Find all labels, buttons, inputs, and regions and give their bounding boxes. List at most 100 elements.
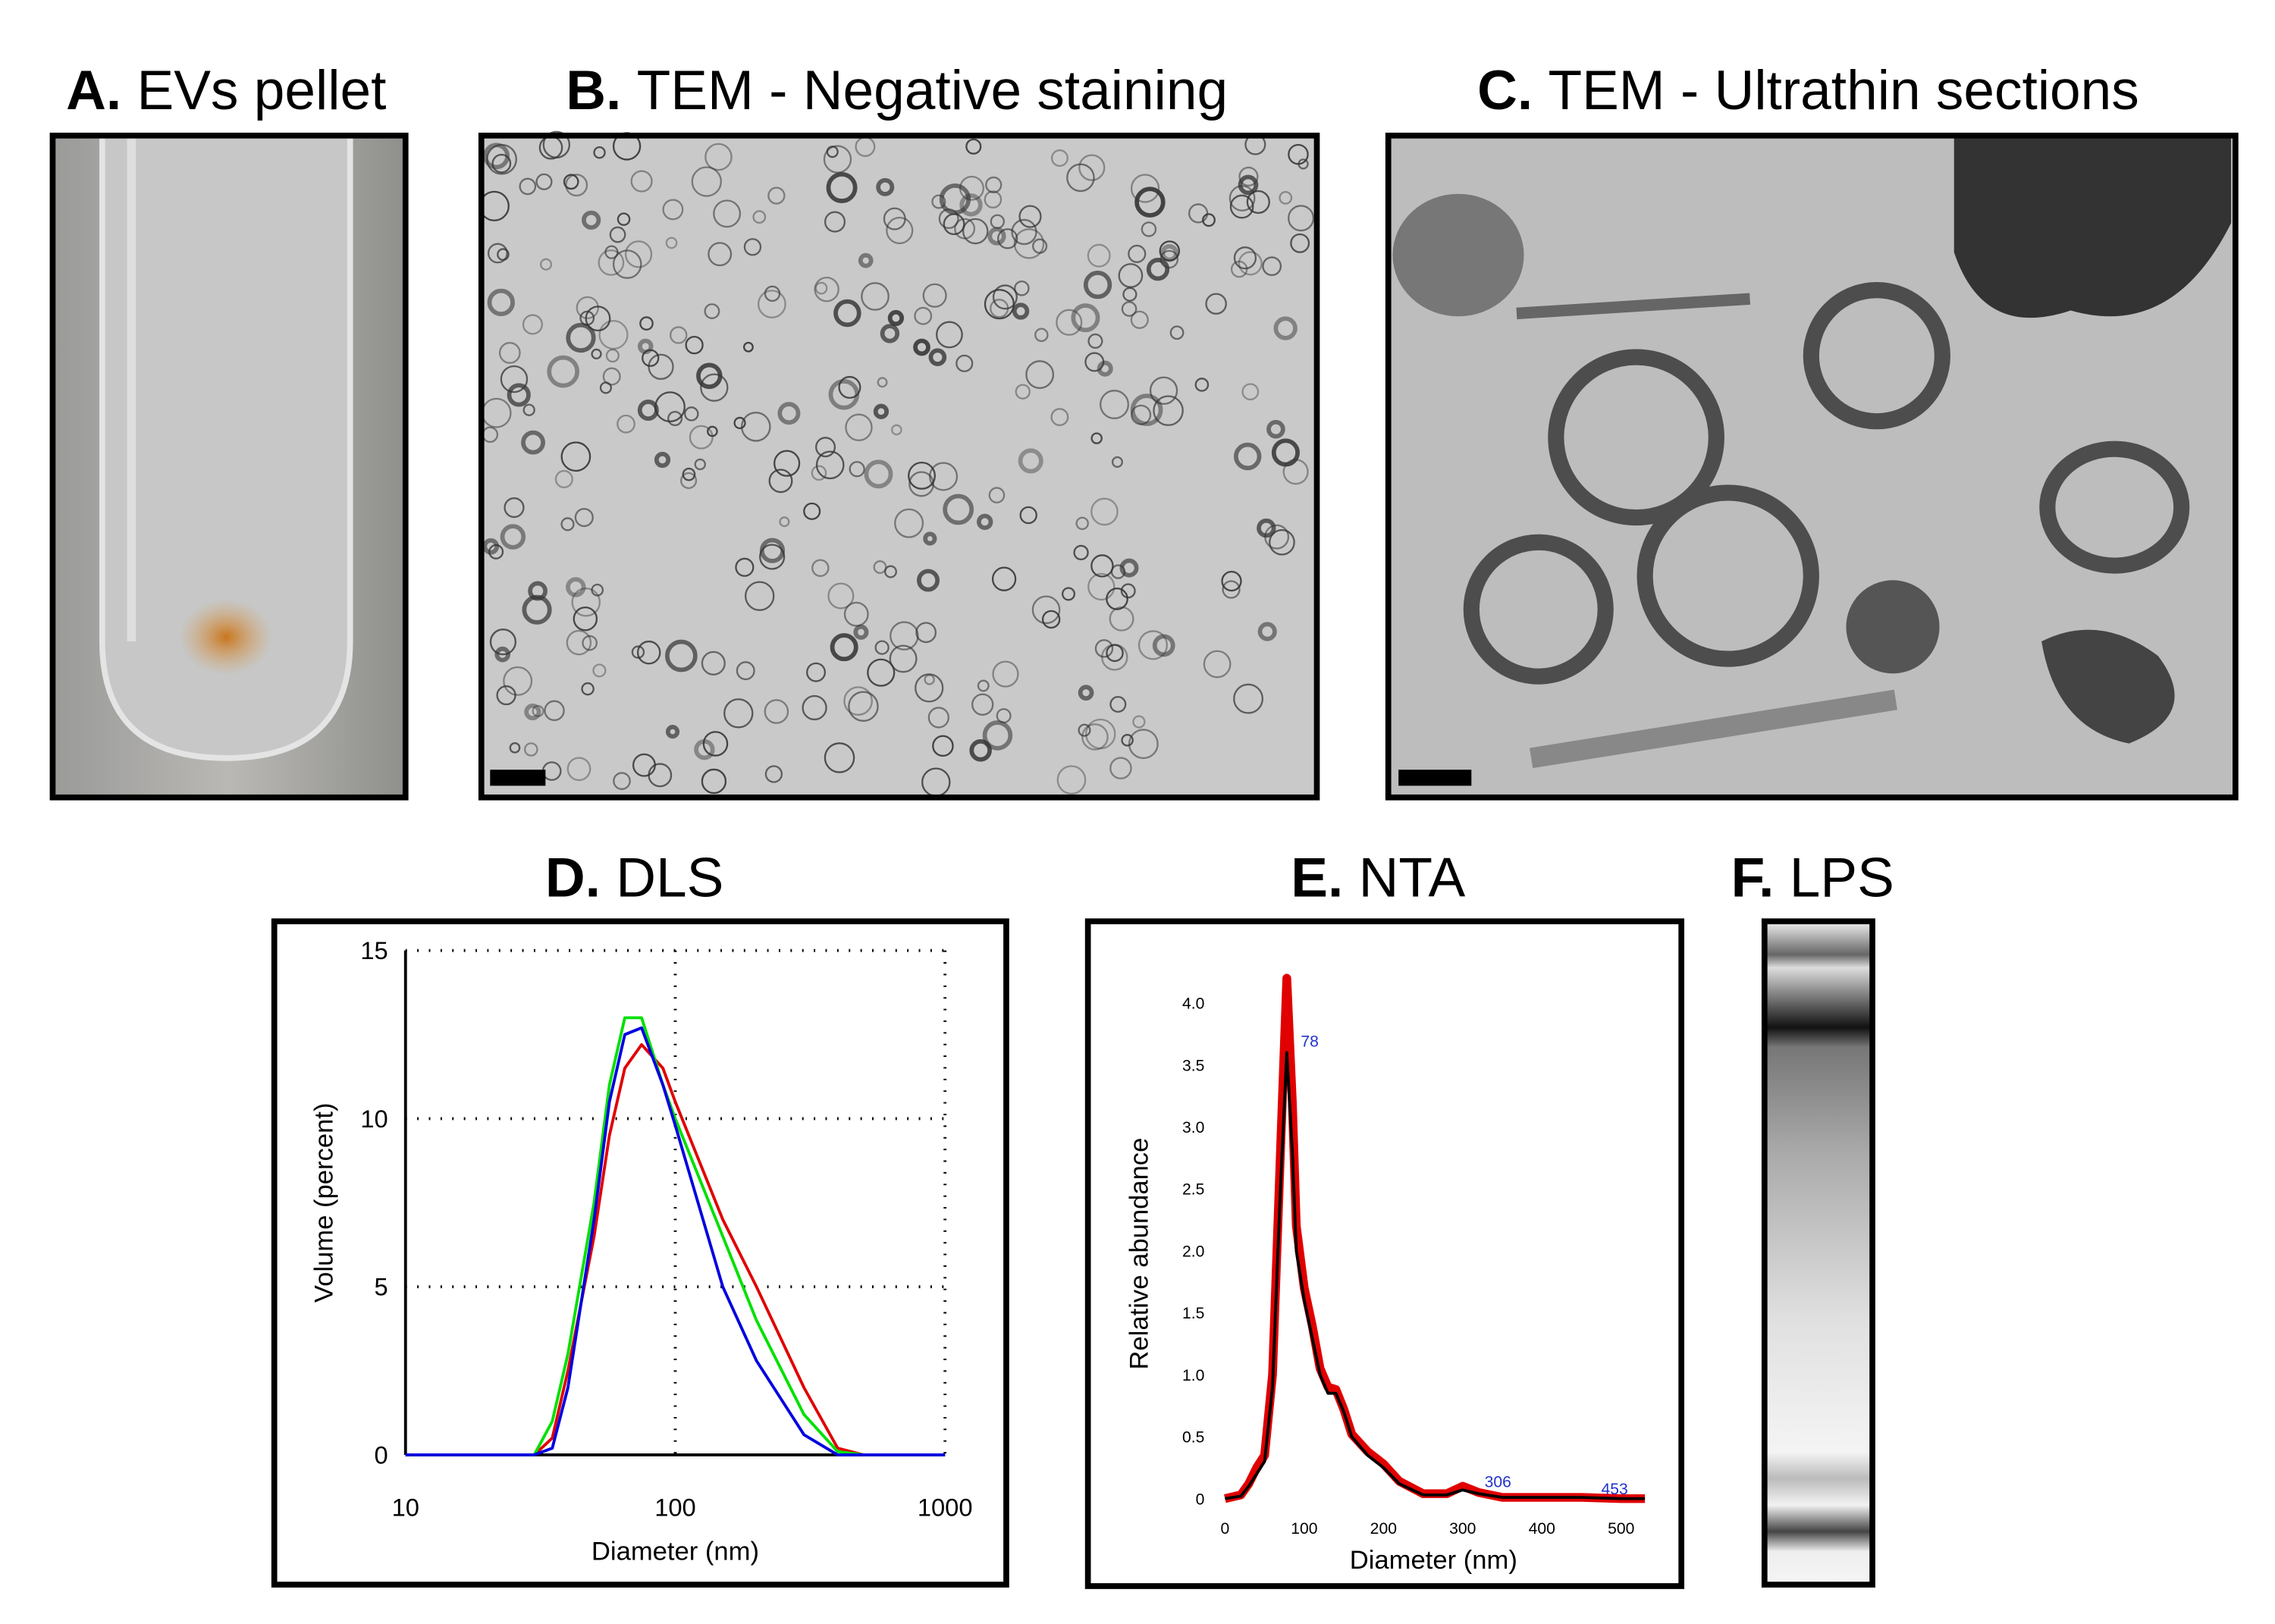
vesicle bbox=[1056, 309, 1083, 336]
vesicle bbox=[1238, 174, 1259, 196]
vesicle bbox=[932, 735, 954, 757]
vesicle bbox=[838, 375, 861, 399]
x-tick-label: 300 bbox=[1449, 1520, 1476, 1538]
y-tick-label: 0.5 bbox=[1182, 1429, 1204, 1447]
scale-bar bbox=[1398, 770, 1472, 786]
vesicle bbox=[617, 414, 635, 434]
vesicle bbox=[927, 707, 949, 729]
vesicle bbox=[1169, 325, 1185, 340]
vesicle bbox=[702, 731, 729, 757]
vesicle bbox=[1238, 251, 1263, 276]
vesicle bbox=[742, 341, 754, 353]
vesicle bbox=[1011, 218, 1037, 246]
vesicle bbox=[1078, 685, 1094, 701]
vesicle bbox=[535, 173, 553, 190]
vesicle bbox=[956, 354, 974, 372]
vesicle bbox=[1106, 644, 1124, 663]
y-tick-label: 1.5 bbox=[1182, 1305, 1204, 1322]
vesicle bbox=[959, 193, 983, 217]
vesicle bbox=[684, 406, 699, 422]
vesicle bbox=[864, 459, 893, 489]
vesicle bbox=[522, 314, 543, 335]
vesicle bbox=[815, 450, 845, 480]
vesicle bbox=[824, 211, 846, 233]
vesicle bbox=[984, 190, 1003, 208]
vesicle bbox=[689, 425, 714, 450]
vesicle bbox=[1262, 256, 1282, 277]
vesicle bbox=[486, 143, 517, 175]
vesicle bbox=[1050, 149, 1068, 168]
panel-name: TEM - Negative staining bbox=[637, 60, 1228, 121]
vesicle bbox=[522, 403, 535, 416]
vesicle bbox=[1032, 238, 1048, 254]
vesicle bbox=[1138, 630, 1169, 660]
panel-name: LPS bbox=[1790, 848, 1894, 909]
vesicle bbox=[482, 538, 500, 555]
vesicle bbox=[803, 502, 821, 520]
tube-photo bbox=[49, 132, 409, 801]
vesicle bbox=[873, 560, 887, 574]
vesicle bbox=[922, 283, 947, 308]
vesicle bbox=[544, 700, 565, 722]
vesicle bbox=[576, 296, 599, 319]
vesicle bbox=[824, 742, 855, 773]
vesicle bbox=[826, 171, 858, 203]
vesicle bbox=[814, 276, 839, 303]
vesicle bbox=[908, 461, 936, 490]
vesicle bbox=[1034, 328, 1049, 343]
vesicle bbox=[1078, 723, 1091, 737]
vesicle bbox=[743, 238, 762, 256]
vesicle bbox=[962, 218, 989, 245]
vesicle bbox=[1014, 280, 1030, 296]
vesicle bbox=[1087, 333, 1103, 349]
vesicle bbox=[827, 582, 855, 610]
vesicle bbox=[845, 413, 873, 441]
vesicle bbox=[713, 199, 742, 228]
panel-name: EVs pellet bbox=[136, 60, 386, 121]
vesicle bbox=[1257, 622, 1277, 641]
y-tick-label: 3.0 bbox=[1182, 1119, 1204, 1136]
vesicle bbox=[503, 666, 533, 696]
vesicle bbox=[581, 682, 595, 696]
vesicle bbox=[830, 633, 858, 662]
vesicle bbox=[630, 170, 653, 193]
vesicle bbox=[1134, 187, 1166, 218]
vesicle bbox=[723, 698, 754, 729]
vesicle bbox=[874, 640, 890, 655]
vesicle bbox=[1128, 729, 1159, 760]
vesicle bbox=[639, 316, 654, 331]
vesicle bbox=[861, 282, 890, 311]
vesicle bbox=[593, 146, 606, 159]
vesicle bbox=[735, 557, 755, 577]
vesicle bbox=[767, 187, 786, 205]
annotation: 78 bbox=[1301, 1033, 1319, 1051]
vesicle bbox=[811, 559, 830, 577]
gel-image bbox=[1761, 918, 1875, 1588]
vesicle bbox=[1075, 516, 1089, 531]
panel-letter: D. bbox=[545, 848, 601, 909]
vesicle bbox=[1233, 442, 1262, 471]
x-tick-label: 400 bbox=[1529, 1520, 1555, 1538]
vesicle bbox=[1073, 544, 1089, 560]
vesicle bbox=[936, 321, 963, 349]
y-tick-label: 10 bbox=[360, 1105, 388, 1133]
x-axis-label: Diameter (nm) bbox=[592, 1537, 759, 1566]
x-tick-label: 100 bbox=[1291, 1520, 1317, 1538]
x-tick-label: 500 bbox=[1608, 1520, 1634, 1538]
vesicle bbox=[1025, 360, 1055, 389]
vesicle bbox=[992, 284, 1018, 310]
vesicle bbox=[733, 416, 746, 430]
vesicle bbox=[665, 725, 680, 739]
vesicle bbox=[943, 213, 965, 236]
vesicle bbox=[757, 290, 786, 318]
vesicle bbox=[700, 373, 729, 402]
vesicle bbox=[889, 644, 918, 673]
vesicle bbox=[843, 601, 869, 627]
panel-title: F. LPS bbox=[1731, 848, 1894, 909]
vesicle bbox=[913, 338, 930, 356]
vesicle bbox=[976, 513, 993, 531]
vesicle bbox=[604, 245, 619, 259]
vesicle bbox=[1106, 587, 1128, 610]
vesicle bbox=[679, 472, 698, 490]
